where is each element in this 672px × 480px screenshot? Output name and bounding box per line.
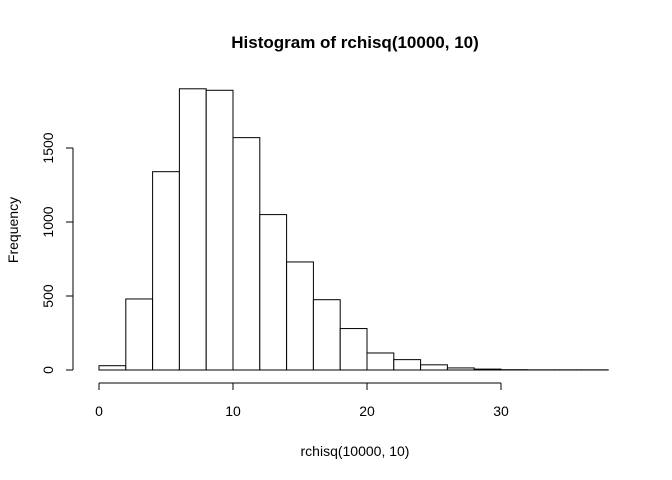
y-axis: 0 500 1000 1500 — [40, 132, 74, 374]
x-tick-label: 30 — [493, 403, 509, 419]
histogram-bar — [98, 365, 127, 371]
x-tick-label: 20 — [359, 403, 375, 419]
histogram-bar — [339, 328, 368, 371]
histogram-bar — [205, 89, 234, 371]
histogram-bar — [420, 364, 448, 371]
x-tick-label: 0 — [95, 403, 103, 419]
y-axis-label: Frequency — [5, 197, 21, 263]
histogram-bar — [446, 367, 475, 371]
y-tick-label: 0 — [40, 366, 56, 374]
histogram-bar — [125, 298, 154, 371]
histogram-bar — [152, 171, 180, 371]
histogram-bar — [232, 137, 261, 371]
histogram-bar — [286, 261, 314, 371]
histogram-bar — [312, 299, 341, 371]
histogram-bar — [259, 214, 288, 371]
y-tick-label: 1500 — [40, 132, 56, 163]
histogram-bar — [178, 88, 207, 371]
histogram-bar — [393, 359, 422, 371]
x-tick-label: 10 — [225, 403, 241, 419]
x-axis-label: rchisq(10000, 10) — [301, 443, 410, 459]
histogram-bar — [473, 368, 502, 371]
histogram-bar — [366, 352, 395, 371]
histogram-bars — [98, 88, 609, 371]
chart-title: Histogram of rchisq(10000, 10) — [231, 33, 479, 52]
y-tick-label: 500 — [40, 284, 56, 308]
y-tick-label: 1000 — [40, 206, 56, 237]
x-axis: 0 10 20 30 — [95, 382, 509, 419]
